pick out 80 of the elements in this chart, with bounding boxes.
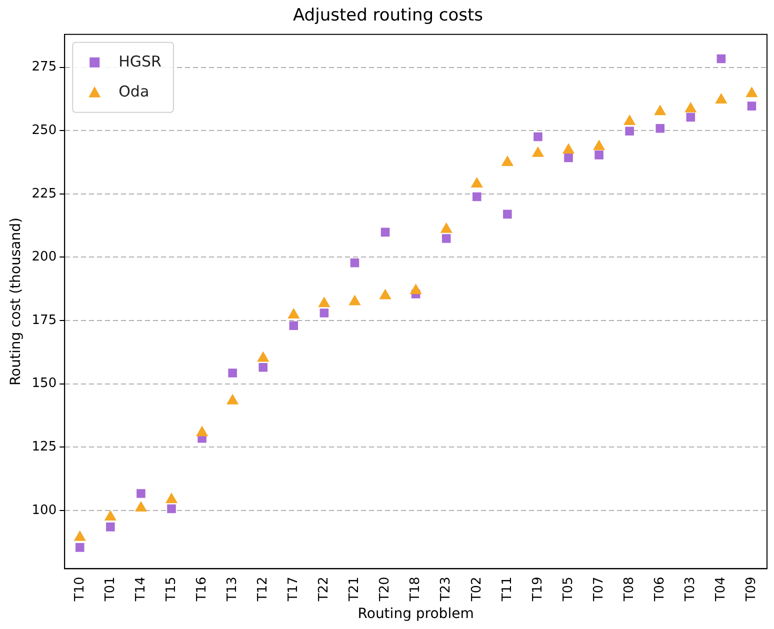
- y-tick-label: 150: [32, 376, 57, 392]
- y-tick-label: 100: [32, 502, 57, 518]
- x-tick-label: T22: [316, 576, 332, 602]
- x-tick-label: T08: [622, 576, 637, 602]
- y-tick-label: 225: [32, 186, 57, 202]
- x-tick-label: T02: [469, 576, 484, 602]
- point: [380, 289, 391, 300]
- x-tick-label: T13: [224, 576, 240, 602]
- point: [350, 258, 360, 268]
- point: [257, 352, 269, 362]
- point: [472, 192, 482, 202]
- point: [502, 156, 514, 166]
- point: [532, 146, 544, 157]
- x-tick-label: T16: [194, 576, 210, 602]
- x-tick-label: T14: [133, 576, 148, 602]
- point: [75, 543, 84, 552]
- x-tick-label: T07: [591, 576, 606, 602]
- point: [746, 87, 758, 98]
- y-tick-label: 250: [32, 123, 57, 138]
- point: [594, 150, 604, 160]
- point: [228, 368, 237, 378]
- point: [318, 297, 330, 308]
- point: [684, 102, 696, 112]
- point: [288, 308, 300, 318]
- chart-title: Adjusted routing costs: [292, 6, 484, 26]
- point: [654, 105, 666, 116]
- x-tick-label: T15: [164, 576, 179, 602]
- x-tick-label: T17: [286, 576, 302, 602]
- point: [593, 140, 605, 150]
- point: [166, 493, 178, 504]
- point: [135, 501, 147, 512]
- point: [503, 210, 512, 219]
- point: [534, 132, 542, 142]
- x-tick-label: T19: [530, 576, 546, 602]
- y-tick-label: 125: [32, 440, 57, 455]
- y-axis-title: Routing cost (thousand): [8, 218, 24, 386]
- point: [410, 284, 422, 294]
- point: [440, 222, 452, 233]
- point: [74, 530, 86, 541]
- point: [686, 112, 696, 122]
- y-tick-label: 175: [32, 312, 57, 328]
- point: [104, 510, 116, 521]
- point: [442, 234, 451, 243]
- y-tick-label: 200: [32, 250, 57, 265]
- x-tick-label: T03: [683, 576, 698, 602]
- point: [564, 153, 573, 162]
- x-tick-label: T01: [102, 576, 118, 602]
- point: [715, 93, 727, 104]
- point: [471, 178, 483, 188]
- point: [380, 228, 390, 237]
- x-tick-label: T10: [72, 576, 88, 602]
- point: [320, 308, 329, 318]
- x-tick-label: T05: [560, 576, 576, 602]
- point: [716, 54, 726, 64]
- x-tick-label: T12: [255, 576, 270, 602]
- point: [136, 489, 146, 498]
- point: [226, 394, 238, 404]
- point: [167, 504, 176, 514]
- point: [747, 102, 756, 110]
- x-tick-label: T09: [744, 576, 760, 602]
- x-tick-label: T21: [347, 576, 362, 602]
- point: [656, 124, 665, 133]
- point: [349, 295, 360, 306]
- y-tick-label: 275: [32, 60, 57, 75]
- point: [625, 126, 634, 136]
- x-tick-label: T20: [378, 576, 393, 602]
- x-tick-label: T18: [408, 576, 424, 602]
- point: [196, 426, 208, 436]
- x-tick-label: T06: [652, 576, 668, 602]
- x-tick-label: T23: [438, 576, 454, 602]
- point: [562, 144, 574, 154]
- point: [624, 115, 636, 126]
- legend-label: HGSR: [118, 52, 162, 70]
- point: [289, 321, 298, 330]
- x-tick-label: T04: [714, 576, 729, 602]
- legend-label: Oda: [118, 82, 150, 100]
- x-axis-title: Routing problem: [358, 606, 474, 622]
- point: [258, 363, 268, 372]
- point: [106, 522, 115, 532]
- x-tick-label: T11: [500, 576, 515, 602]
